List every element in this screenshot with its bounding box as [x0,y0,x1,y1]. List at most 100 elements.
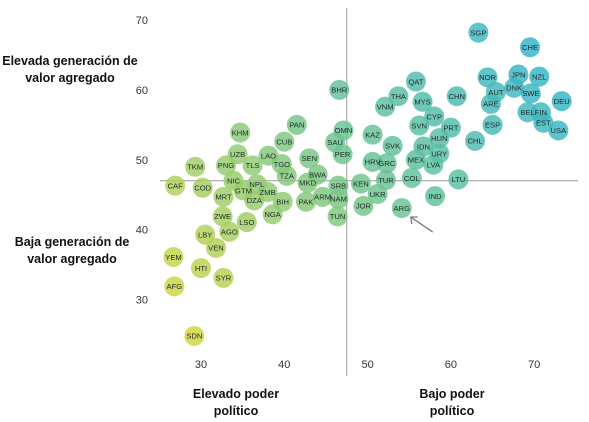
point-cyp [424,106,445,127]
point-col [401,167,422,188]
point-dza [244,190,265,211]
point-afg [164,276,185,297]
point-label-lva: LVA [427,160,441,169]
point-nga [262,204,283,225]
point-per [332,144,353,165]
point-label-hun: HUN [431,134,447,143]
point-mrt [213,186,234,207]
point-label-nor: NOR [479,73,496,82]
point-label-uzb: UZB [230,150,245,159]
point-label-deu: DEU [554,97,570,106]
point-svn [409,115,430,136]
point-label-pan: PAN [289,121,304,130]
point-label-per: PER [335,150,351,159]
point-label-arm: ARM [314,193,331,202]
point-mex [405,149,426,170]
point-mkd [297,172,318,193]
point-label-png: PNG [218,161,235,170]
point-label-hti: HTI [195,264,207,273]
y-tick-label: 70 [136,15,148,27]
point-label-lso: LSO [239,218,254,227]
point-label-ind: IND [429,192,443,201]
label-high-value-added: Elevada generación de valor agregado [2,54,138,85]
point-label-tza: TZA [280,172,295,181]
point-qat [405,71,426,92]
label-high-political-power: Elevado poder político [192,387,280,418]
point-deu [551,91,572,112]
point-label-qat: QAT [408,77,423,86]
point-ind [425,186,446,207]
point-label-grc: GRC [378,159,395,168]
point-svk [382,135,403,156]
point-label-gtm: GTM [235,186,252,195]
point-yem [163,246,184,267]
point-chn [446,86,467,107]
point-khm [230,122,251,143]
point-label-kaz: KAZ [365,130,380,139]
point-dnk [504,77,525,98]
arrow-shaft [410,216,434,233]
point-label-sdn: SDN [186,332,202,341]
point-label-jpn: JPN [511,70,525,79]
point-bhr [329,79,350,100]
point-mys [412,91,433,112]
point-sgp [468,22,489,43]
point-label-zmb: ZMB [260,188,276,197]
point-arg [391,198,412,219]
point-label-nzl: NZL [532,72,546,81]
point-label-svk: SVK [385,142,400,151]
point-label-omn: OMN [335,126,353,135]
y-tick-label: 30 [136,295,148,307]
point-label-nga: NGA [264,210,281,219]
point-label-bel: BEL [520,108,534,117]
point-label-bhr: BHR [331,86,348,95]
y-axis-ticks: 30 40 50 60 70 [136,15,148,307]
point-kaz [362,124,383,145]
point-label-vnm: VNM [377,102,394,111]
point-label-tur: TUR [378,176,394,185]
point-sdn [184,325,205,346]
point-label-tkm: TKM [187,163,203,172]
point-caf [165,175,186,196]
point-est [533,112,554,133]
point-nzl [529,66,550,87]
y-tick-label: 60 [136,85,148,97]
x-axis-ticks: 30 40 50 60 70 [195,359,540,371]
point-label-fin: FIN [535,108,547,117]
point-label-nic: NIC [227,177,241,186]
x-tick-label: 30 [195,359,207,371]
point-label-sgp: SGP [470,28,486,37]
point-ago [219,221,240,242]
point-label-mkd: MKD [299,179,316,188]
point-usa [548,120,569,141]
point-label-hrv: HRV [365,158,382,167]
point-png [215,155,236,176]
point-label-ukr: UKR [370,190,387,199]
point-vnm [375,96,396,117]
point-hun [429,128,450,149]
point-label-mex: MEX [408,156,424,165]
point-label-ven: VEN [208,244,224,253]
point-arm [312,186,333,207]
point-label-idn: IDN [417,142,430,151]
highlight-arrow [410,216,434,233]
point-label-zwe: ZWE [214,212,231,221]
point-label-syr: SYR [216,274,232,283]
point-label-bwa: BWA [309,170,327,179]
point-label-chn: CHN [449,92,465,101]
y-tick-label: 50 [136,155,148,167]
point-lso [236,212,257,233]
point-ven [205,237,226,258]
point-tls [242,155,263,176]
point-label-tls: TLS [246,161,260,170]
point-zwe [212,206,233,227]
point-label-mrt: MRT [215,193,232,202]
point-grc [376,153,397,174]
point-label-esp: ESP [485,121,500,130]
point-chl [465,130,486,151]
x-tick-label: 70 [528,359,540,371]
point-label-svn: SVN [411,121,427,130]
point-label-usa: USA [551,126,568,135]
